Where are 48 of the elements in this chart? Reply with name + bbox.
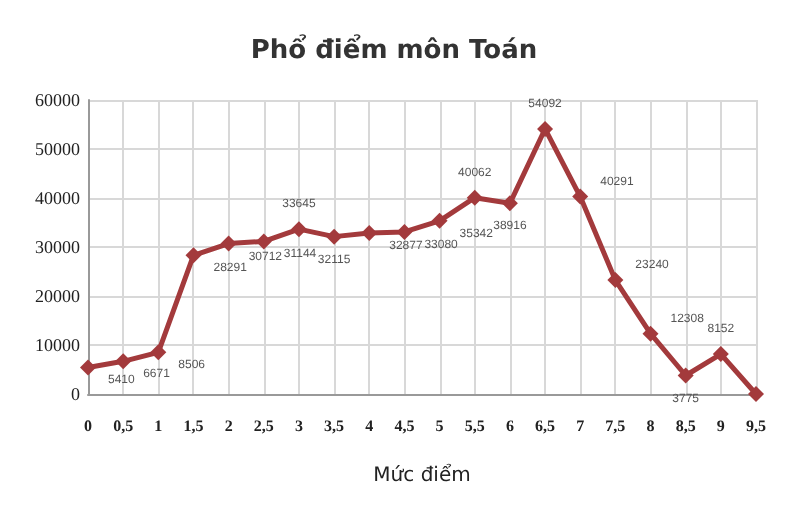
point xyxy=(572,188,589,205)
y-tick-label: 0 xyxy=(71,384,81,404)
chart-title: Phổ điểm môn Toán xyxy=(250,34,538,66)
x-tick-label: 0 xyxy=(84,417,92,435)
point xyxy=(220,235,237,252)
point xyxy=(255,233,272,250)
x-tick-label: 5 xyxy=(435,417,444,435)
y-tick-label: 40000 xyxy=(35,188,81,208)
point xyxy=(677,367,694,384)
point xyxy=(80,359,96,376)
x-tick-label: 6 xyxy=(505,417,514,435)
point xyxy=(712,346,729,363)
x-tick-label: 3 xyxy=(294,417,303,435)
x-tick-label: 7,5 xyxy=(605,417,626,435)
y-tick-label: 60000 xyxy=(35,90,81,110)
y-tick-label: 50000 xyxy=(35,139,81,159)
x-axis-title: Mức điểm xyxy=(373,463,471,487)
x-tick-label: 0,5 xyxy=(113,417,134,435)
point xyxy=(115,353,132,370)
point xyxy=(431,212,448,229)
point xyxy=(642,325,659,342)
point xyxy=(326,228,343,245)
point xyxy=(466,189,483,206)
x-tick-label: 2,5 xyxy=(253,417,274,435)
point xyxy=(150,344,167,361)
point xyxy=(748,386,764,402)
x-tick-label: 6,5 xyxy=(535,417,556,435)
point xyxy=(501,195,518,212)
x-tick-label: 1 xyxy=(154,417,163,435)
x-tick-label: 2 xyxy=(224,417,233,435)
x-tick-label: 4 xyxy=(365,417,374,435)
point xyxy=(290,221,307,238)
x-tick-label: 3,5 xyxy=(324,417,345,435)
y-tick-label: 20000 xyxy=(35,286,81,306)
x-tick-label: 1,5 xyxy=(183,417,204,435)
point xyxy=(185,247,202,264)
x-tick-label: 5,5 xyxy=(464,417,485,435)
x-tick-label: 8 xyxy=(646,417,655,435)
x-tick-label: 4,5 xyxy=(394,417,415,435)
y-tick-label: 10000 xyxy=(35,335,81,355)
y-tick-label: 30000 xyxy=(35,237,81,257)
point xyxy=(537,120,554,137)
x-tick-label: 9,5 xyxy=(746,417,766,435)
point xyxy=(607,272,624,289)
x-tick-label: 7 xyxy=(576,417,585,435)
x-tick-label: 8,5 xyxy=(675,417,696,435)
x-tick-label: 9 xyxy=(716,417,725,435)
point xyxy=(396,223,413,240)
